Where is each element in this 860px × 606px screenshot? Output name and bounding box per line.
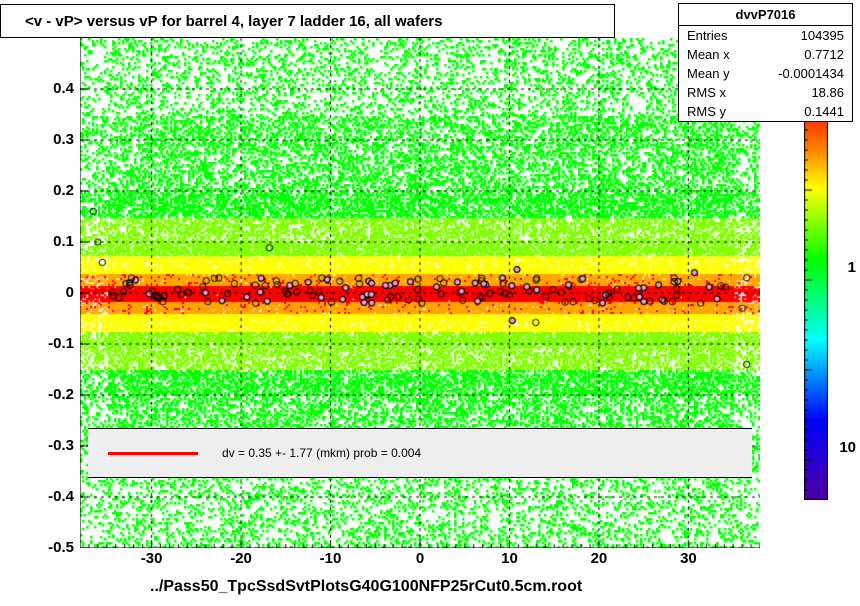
fit-legend: dv = 0.35 +- 1.77 (mkm) prob = 0.004: [88, 428, 752, 478]
title-text: <v - vP> versus vP for barrel 4, layer 7…: [25, 13, 442, 30]
legend-text: dv = 0.35 +- 1.77 (mkm) prob = 0.004: [222, 446, 421, 460]
y-tick-label: 0.4: [34, 80, 74, 97]
x-tick-label: 30: [668, 550, 708, 567]
stats-entries-val: 104395: [801, 28, 844, 43]
y-tick-label: 0: [34, 284, 74, 301]
stats-meany-label: Mean y: [687, 66, 730, 81]
stats-meanx: Mean x 0.7712: [679, 45, 852, 64]
stats-rmsx: RMS x 18.86: [679, 83, 852, 102]
stats-meany: Mean y -0.0001434: [679, 64, 852, 83]
y-tick-label: -0.1: [34, 335, 74, 352]
stats-meanx-label: Mean x: [687, 47, 730, 62]
stats-rmsy-val: 0.1441: [804, 104, 844, 119]
y-tick-label: -0.4: [34, 488, 74, 505]
stats-entries: Entries 104395: [679, 26, 852, 45]
legend-line: [108, 452, 198, 455]
y-tick-label: -0.2: [34, 386, 74, 403]
stats-rmsy: RMS y 0.1441: [679, 102, 852, 121]
stats-rmsx-val: 18.86: [811, 85, 844, 100]
chart-title: <v - vP> versus vP for barrel 4, layer 7…: [0, 4, 615, 38]
y-tick-label: 0.2: [34, 182, 74, 199]
x-tick-label: -20: [221, 550, 261, 567]
x-axis-label: ../Pass50_TpcSsdSvtPlotsG40G100NFP25rCut…: [150, 578, 582, 596]
stats-box: dvvP7016 Entries 104395 Mean x 0.7712 Me…: [678, 3, 853, 122]
x-tick-label: -10: [311, 550, 351, 567]
stats-entries-label: Entries: [687, 28, 727, 43]
stats-rmsx-label: RMS x: [687, 85, 726, 100]
x-tick-label: 0: [400, 550, 440, 567]
colorbar: [804, 100, 828, 500]
stats-meanx-val: 0.7712: [804, 47, 844, 62]
x-tick-label: 20: [579, 550, 619, 567]
stats-meany-val: -0.0001434: [778, 66, 844, 81]
x-tick-label: -30: [132, 550, 172, 567]
x-tick-label: 10: [489, 550, 529, 567]
stats-rmsy-label: RMS y: [687, 104, 726, 119]
y-tick-label: -0.3: [34, 437, 74, 454]
y-tick-label: 0.1: [34, 233, 74, 250]
y-tick-label: -0.5: [34, 539, 74, 556]
stats-name: dvvP7016: [679, 4, 852, 26]
colorbar-tick-label: 10: [839, 439, 856, 456]
y-tick-label: 0.3: [34, 131, 74, 148]
colorbar-tick-label: 1: [848, 259, 856, 276]
